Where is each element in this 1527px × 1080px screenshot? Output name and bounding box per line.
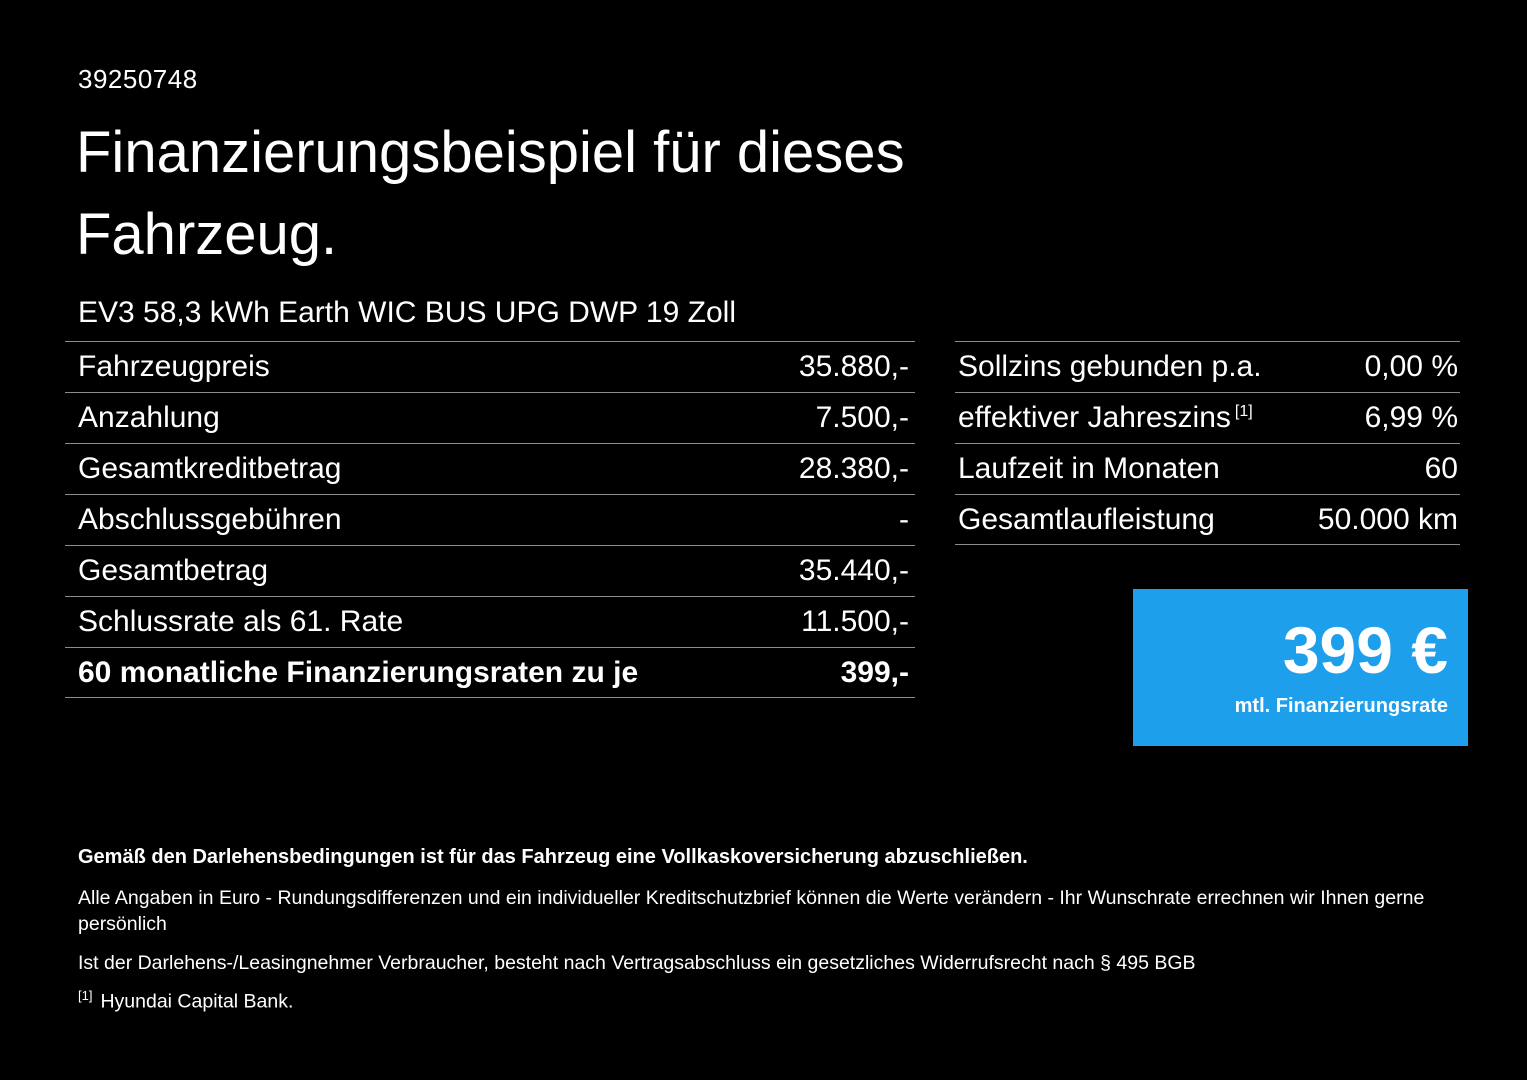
table-row: Gesamtkreditbetrag 28.380,- — [65, 443, 915, 494]
row-value: 50.000 km — [1317, 502, 1458, 536]
row-label: Sollzins gebunden p.a. — [958, 350, 1262, 383]
row-label: effektiver Jahreszins [1] — [958, 401, 1253, 435]
row-label: Abschlussgebühren — [78, 503, 342, 536]
row-value: 0,00 % — [1364, 350, 1458, 383]
row-value: 28.380,- — [798, 452, 909, 485]
row-value: 399,- — [840, 655, 909, 689]
row-label: Fahrzeugpreis — [78, 350, 270, 383]
table-row: Gesamtbetrag 35.440,- — [65, 545, 915, 596]
row-label: 60 monatliche Finanzierungsraten zu je — [78, 655, 639, 689]
vehicle-model: EV3 58,3 kWh Earth WIC BUS UPG DWP 19 Zo… — [78, 296, 736, 329]
row-value: 11.500,- — [801, 605, 909, 638]
row-value: 35.440,- — [798, 554, 909, 587]
footnote-marker: [1] — [78, 987, 93, 1003]
page-title: Finanzierungsbeispiel für dieses Fahrzeu… — [76, 120, 905, 268]
row-value: 7.500,- — [815, 401, 909, 434]
legal-footer: Gemäß den Darlehensbedingungen ist für d… — [78, 846, 1468, 1013]
financing-table-right: Sollzins gebunden p.a. 0,00 % effektiver… — [955, 341, 1460, 545]
row-label-text: effektiver Jahreszins — [958, 401, 1231, 434]
monthly-rate-box: 399 € mtl. Finanzierungsrate — [1133, 589, 1468, 746]
row-value: 35.880,- — [798, 350, 909, 383]
footnote-marker: [1] — [1234, 403, 1253, 420]
footnote-bank: [1] Hyundai Capital Bank. — [78, 988, 1468, 1014]
row-label: Gesamtbetrag — [78, 554, 269, 587]
monthly-rate-caption: mtl. Finanzierungsrate — [1234, 695, 1448, 717]
row-value: 6,99 % — [1364, 401, 1458, 434]
table-row: effektiver Jahreszins [1] 6,99 % — [955, 392, 1460, 443]
row-label: Gesamtlaufleistung — [958, 502, 1215, 536]
row-label: Gesamtkreditbetrag — [78, 452, 342, 485]
monthly-rate-amount: 399 € — [1282, 613, 1448, 687]
disclaimer-line-1: Alle Angaben in Euro - Rundungsdifferenz… — [78, 887, 1425, 936]
table-row: Schlussrate als 61. Rate 11.500,- — [65, 596, 915, 647]
vehicle-id: 39250748 — [78, 64, 198, 94]
footnote-text: Hyundai Capital Bank. — [100, 990, 294, 1013]
financing-table-left: Fahrzeugpreis 35.880,- Anzahlung 7.500,-… — [65, 341, 915, 698]
table-row: Fahrzeugpreis 35.880,- — [65, 341, 915, 392]
row-label: Laufzeit in Monaten — [958, 452, 1220, 485]
row-label: Anzahlung — [78, 401, 220, 434]
row-value: - — [899, 503, 909, 536]
row-value: 60 — [1424, 452, 1458, 485]
table-row: Sollzins gebunden p.a. 0,00 % — [955, 341, 1460, 392]
table-row-monthly-rate: 60 monatliche Finanzierungsraten zu je 3… — [65, 647, 915, 698]
insurance-note: Gemäß den Darlehensbedingungen ist für d… — [78, 846, 1028, 868]
table-row: Anzahlung 7.500,- — [65, 392, 915, 443]
disclaimer-line-2: Ist der Darlehens-/Leasingnehmer Verbrau… — [78, 951, 1196, 974]
table-row: Gesamtlaufleistung 50.000 km — [955, 494, 1460, 545]
table-row: Laufzeit in Monaten 60 — [955, 443, 1460, 494]
row-label: Schlussrate als 61. Rate — [78, 605, 404, 638]
table-row: Abschlussgebühren - — [65, 494, 915, 545]
